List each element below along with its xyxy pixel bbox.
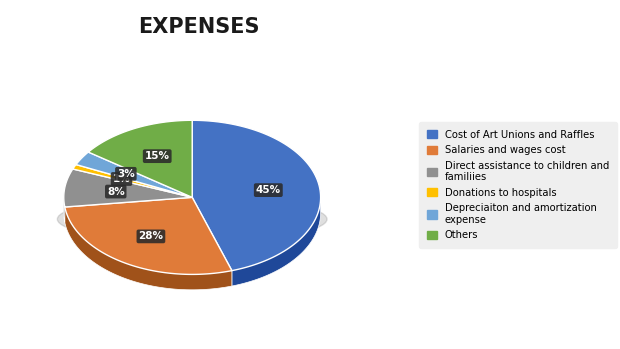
Polygon shape — [88, 120, 192, 197]
Polygon shape — [76, 152, 192, 197]
Text: 15%: 15% — [144, 151, 170, 161]
Ellipse shape — [57, 197, 327, 242]
Legend: Cost of Art Unions and Raffles, Salaries and wages cost, Direct assistance to ch: Cost of Art Unions and Raffles, Salaries… — [418, 121, 617, 248]
Text: 45%: 45% — [255, 185, 281, 195]
Text: EXPENSES: EXPENSES — [138, 17, 259, 37]
Polygon shape — [192, 120, 321, 270]
Polygon shape — [232, 190, 321, 286]
Text: 28%: 28% — [138, 231, 164, 242]
Text: 3%: 3% — [117, 169, 135, 179]
Polygon shape — [64, 197, 232, 274]
Polygon shape — [73, 164, 192, 197]
Polygon shape — [64, 199, 232, 290]
Text: 1%: 1% — [113, 174, 130, 184]
Text: 8%: 8% — [107, 187, 125, 196]
Polygon shape — [64, 169, 192, 207]
